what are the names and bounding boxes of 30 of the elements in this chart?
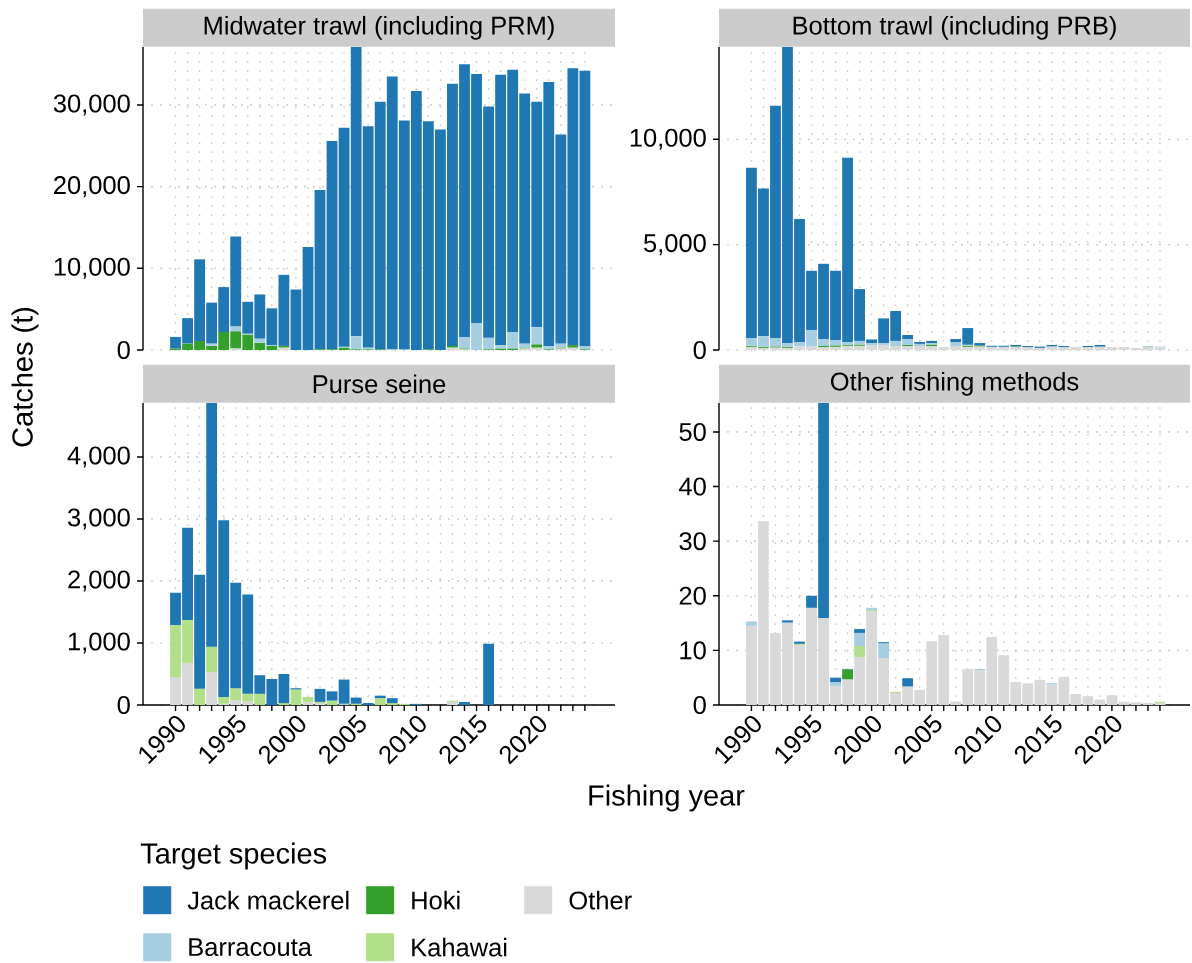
y-tick-label: 3,000 [67,508,130,530]
y-tick-label: 20,000 [54,176,130,198]
legend-label: Barracouta [189,938,312,957]
y-tick-label: 4,000 [67,446,130,468]
y-tick-label: 0 [117,695,130,715]
y-tick-label: 30 [679,532,706,551]
legend-label: Hoki [412,890,460,910]
legend-label: Jack mackerel [187,890,349,910]
chart-title: Purse seine [313,374,446,394]
y-tick-label: 30,000 [53,94,130,116]
y-tick-label: 10,000 [630,128,706,150]
y-axis-title: Catches (t) [11,307,39,447]
y-tick-label: 0 [693,340,706,360]
y-tick-label: 10 [680,641,706,660]
y-tick-label: 10,000 [54,257,130,279]
y-tick-label: 40 [679,477,706,496]
chart-title: Other fishing methods [830,371,1079,396]
y-tick-label: 1,000 [68,632,130,654]
y-tick-label: 20 [679,586,706,605]
y-tick-label: 50 [679,422,706,441]
x-axis-title: Fishing year [589,784,745,812]
y-tick-label: 2,000 [68,570,130,592]
y-tick-label: 0 [117,340,130,360]
legend-label: Kahawai [412,937,507,957]
chart-title: Midwater trawl (including PRM) [204,15,554,40]
y-tick-label: 0 [693,695,706,715]
chart-title: Bottom trawl (including PRB) [793,15,1116,40]
y-tick-label: 5,000 [644,234,706,256]
legend-label: Other [569,890,632,910]
legend-title: Target species [140,842,327,870]
